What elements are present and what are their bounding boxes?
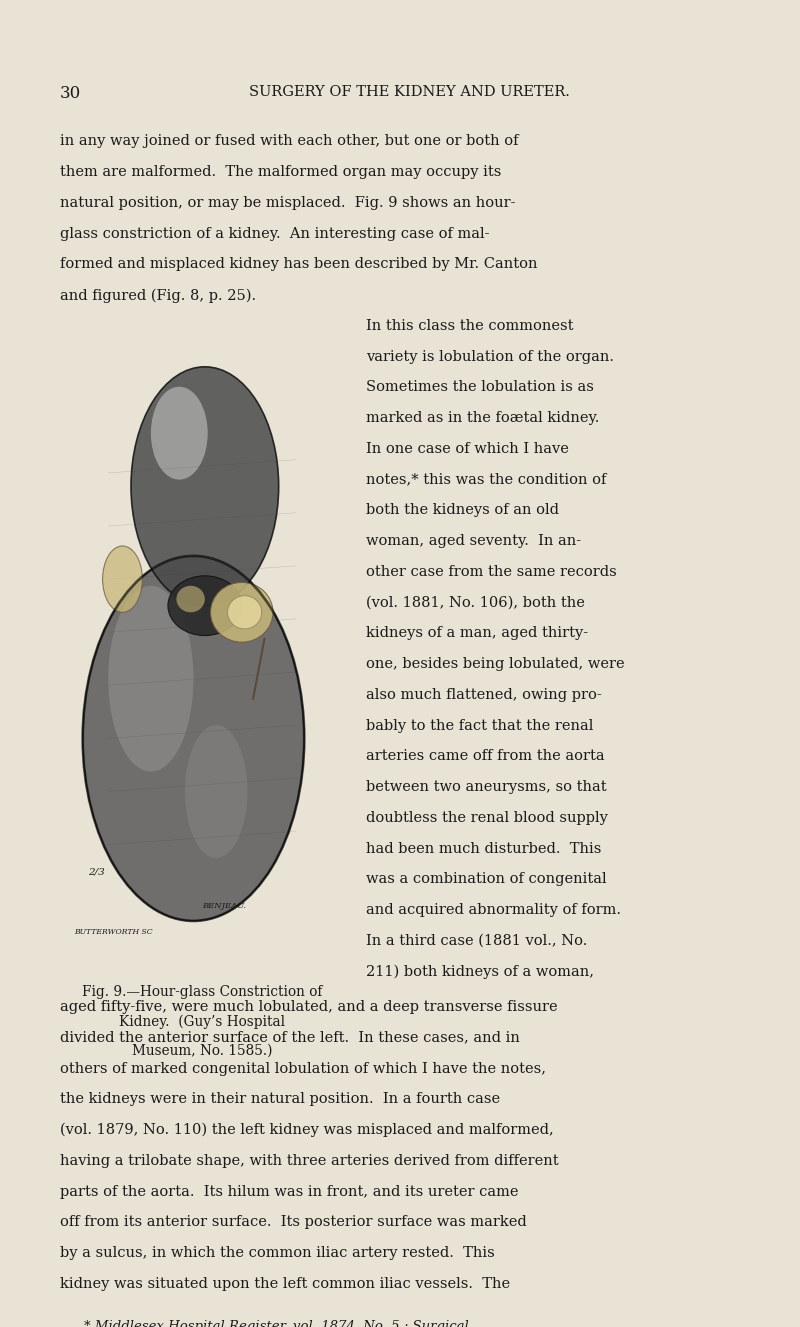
Text: kidneys of a man, aged thirty-: kidneys of a man, aged thirty- xyxy=(366,626,589,641)
Text: marked as in the foætal kidney.: marked as in the foætal kidney. xyxy=(366,411,600,425)
Ellipse shape xyxy=(82,556,304,921)
Text: SURGERY OF THE KIDNEY AND URETER.: SURGERY OF THE KIDNEY AND URETER. xyxy=(249,85,570,100)
Ellipse shape xyxy=(185,725,247,857)
Ellipse shape xyxy=(108,585,194,771)
Text: formed and misplaced kidney has been described by Mr. Canton: formed and misplaced kidney has been des… xyxy=(60,257,538,272)
Ellipse shape xyxy=(227,596,262,629)
Text: bably to the fact that the renal: bably to the fact that the renal xyxy=(366,719,594,733)
Ellipse shape xyxy=(177,585,205,612)
Text: the kidneys were in their natural position.  In a fourth case: the kidneys were in their natural positi… xyxy=(60,1092,500,1107)
Text: parts of the aorta.  Its hilum was in front, and its ureter came: parts of the aorta. Its hilum was in fro… xyxy=(60,1185,518,1198)
Ellipse shape xyxy=(102,545,142,612)
Text: one, besides being lobulated, were: one, besides being lobulated, were xyxy=(366,657,625,671)
Text: Fig. 9.—Hour-glass Constriction of: Fig. 9.—Hour-glass Constriction of xyxy=(82,985,322,999)
Text: In a third case (1881 vol., No.: In a third case (1881 vol., No. xyxy=(366,934,588,947)
Ellipse shape xyxy=(210,583,273,642)
Text: had been much disturbed.  This: had been much disturbed. This xyxy=(366,841,602,856)
Text: off from its anterior surface.  Its posterior surface was marked: off from its anterior surface. Its poste… xyxy=(60,1216,526,1229)
Ellipse shape xyxy=(151,386,208,479)
Text: divided the anterior surface of the left.  In these cases, and in: divided the anterior surface of the left… xyxy=(60,1031,520,1044)
Text: others of marked congenital lobulation of which I have the notes,: others of marked congenital lobulation o… xyxy=(60,1062,546,1075)
Text: natural position, or may be misplaced.  Fig. 9 shows an hour-: natural position, or may be misplaced. F… xyxy=(60,196,515,210)
Text: woman, aged seventy.  In an-: woman, aged seventy. In an- xyxy=(366,535,582,548)
Text: them are malformed.  The malformed organ may occupy its: them are malformed. The malformed organ … xyxy=(60,165,502,179)
Text: other case from the same records: other case from the same records xyxy=(366,565,617,579)
Text: Sometimes the lobulation is as: Sometimes the lobulation is as xyxy=(366,381,594,394)
Text: BUTTERWORTH SC: BUTTERWORTH SC xyxy=(74,928,153,936)
Text: between two aneurysms, so that: between two aneurysms, so that xyxy=(366,780,607,794)
Text: in any way joined or fused with each other, but one or both of: in any way joined or fused with each oth… xyxy=(60,134,518,149)
Text: and acquired abnormality of form.: and acquired abnormality of form. xyxy=(366,904,622,917)
Text: was a combination of congenital: was a combination of congenital xyxy=(366,872,607,886)
Text: BENJEAU.: BENJEAU. xyxy=(202,901,246,909)
Text: glass constriction of a kidney.  An interesting case of mal-: glass constriction of a kidney. An inter… xyxy=(60,227,490,240)
Text: having a trilobate shape, with three arteries derived from different: having a trilobate shape, with three art… xyxy=(60,1153,558,1168)
Text: (vol. 1879, No. 110) the left kidney was misplaced and malformed,: (vol. 1879, No. 110) the left kidney was… xyxy=(60,1123,554,1137)
Text: by a sulcus, in which the common iliac artery rested.  This: by a sulcus, in which the common iliac a… xyxy=(60,1246,494,1261)
Text: and figured (Fig. 8, p. 25).: and figured (Fig. 8, p. 25). xyxy=(60,288,256,303)
Ellipse shape xyxy=(168,576,242,636)
Text: also much flattened, owing pro-: also much flattened, owing pro- xyxy=(366,687,602,702)
Text: (vol. 1881, No. 106), both the: (vol. 1881, No. 106), both the xyxy=(366,596,586,609)
Text: doubtless the renal blood supply: doubtless the renal blood supply xyxy=(366,811,608,825)
Text: Kidney.  (Guy’s Hospital: Kidney. (Guy’s Hospital xyxy=(119,1014,285,1028)
FancyBboxPatch shape xyxy=(60,313,344,977)
Text: aged fifty-five, were much lobulated, and a deep transverse fissure: aged fifty-five, were much lobulated, an… xyxy=(60,1001,558,1014)
Text: 211) both kidneys of a woman,: 211) both kidneys of a woman, xyxy=(366,965,594,979)
Ellipse shape xyxy=(131,366,278,605)
Text: 2/3: 2/3 xyxy=(88,868,105,876)
Text: In one case of which I have: In one case of which I have xyxy=(366,442,570,456)
Text: variety is lobulation of the organ.: variety is lobulation of the organ. xyxy=(366,349,614,364)
Text: * Middlesex Hospital Register, vol. 1874, No. 5 ; Surgical.: * Middlesex Hospital Register, vol. 1874… xyxy=(84,1320,473,1327)
Text: Museum, No. 1585.): Museum, No. 1585.) xyxy=(132,1043,272,1058)
Text: In this class the commonest: In this class the commonest xyxy=(366,318,574,333)
Text: kidney was situated upon the left common iliac vessels.  The: kidney was situated upon the left common… xyxy=(60,1277,510,1291)
Text: both the kidneys of an old: both the kidneys of an old xyxy=(366,503,559,518)
Text: arteries came off from the aorta: arteries came off from the aorta xyxy=(366,750,605,763)
Text: 30: 30 xyxy=(60,85,82,102)
Text: notes,* this was the condition of: notes,* this was the condition of xyxy=(366,472,606,487)
